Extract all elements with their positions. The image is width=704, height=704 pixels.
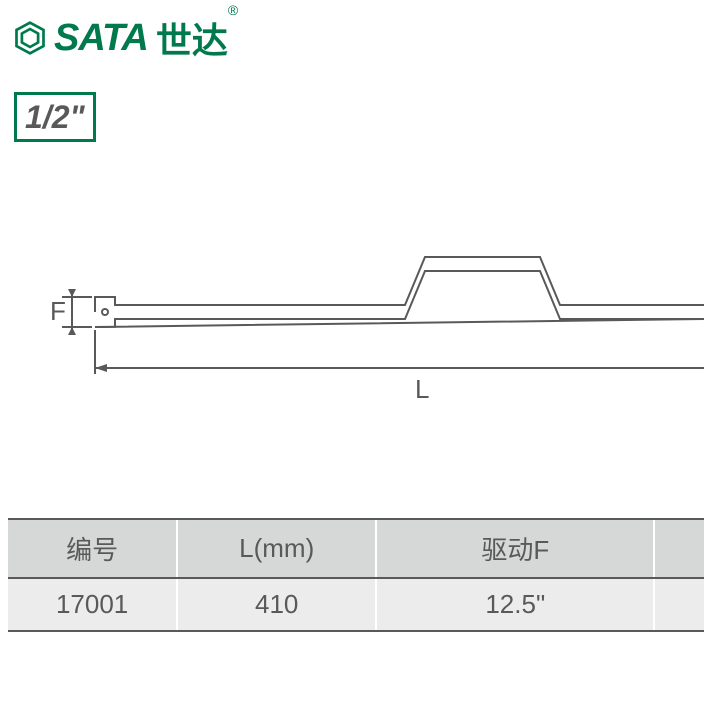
table-header: 编号 [8,519,177,578]
brand-name-cn: 世达 [156,20,228,61]
spec-table: 编号L(mm)驱动F 1700141012.5" [8,518,704,632]
table-header [654,519,704,578]
registered-mark: ® [228,2,238,18]
table-header: L(mm) [177,519,376,578]
table-cell: 17001 [8,578,177,631]
table-cell: 410 [177,578,376,631]
brand-name-en: SATA [54,17,148,60]
table-cell: 12.5" [376,578,654,631]
size-badge: 1/2" [14,92,96,142]
table-header: 驱动F [376,519,654,578]
product-diagram: F L [0,182,704,442]
table-row: 1700141012.5" [8,578,704,631]
dimension-label-l: L [415,374,429,404]
logo-mark [12,20,48,56]
dimension-label-f: F [50,296,66,326]
brand-name-cn-wrap: 世达® [154,12,238,64]
table-cell [654,578,704,631]
brand-logo: SATA 世达® [12,12,692,64]
